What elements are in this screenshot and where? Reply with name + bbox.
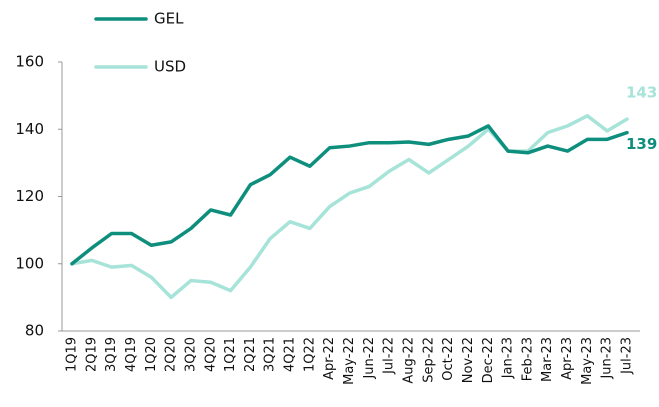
- x-tick-label: Jan-23: [501, 337, 516, 379]
- x-tick-label: 3Q19: [104, 337, 119, 372]
- x-tick-label: 4Q20: [203, 337, 218, 372]
- x-tick-label: Oct-22: [441, 337, 456, 381]
- x-tick-label: Jun-22: [362, 337, 377, 380]
- x-tick-label: 1Q19: [65, 337, 80, 372]
- x-tick-label: 3Q20: [183, 337, 198, 372]
- x-tick-label: Sep-22: [421, 337, 436, 383]
- x-tick-label: Feb-23: [520, 337, 535, 381]
- y-tick-label: 100: [15, 254, 44, 272]
- x-tick-label: 2Q20: [164, 337, 179, 372]
- x-tick-label: Aug-22: [401, 337, 416, 384]
- y-tick-label: 140: [15, 120, 44, 138]
- x-tick-label: Jun-23: [600, 337, 615, 380]
- legend-label: USD: [154, 58, 186, 76]
- x-tick-label: 4Q21: [283, 337, 298, 372]
- x-tick-label: Apr-23: [560, 337, 575, 380]
- end-label: 143: [626, 84, 657, 102]
- y-tick-label: 160: [15, 53, 44, 71]
- x-tick-label: 2Q19: [84, 337, 99, 372]
- x-tick-label: 1Q21: [223, 337, 238, 372]
- x-tick-label: Jul-22: [382, 337, 397, 375]
- x-tick-label: 1Q20: [144, 337, 159, 372]
- x-tick-label: Dec-22: [481, 337, 496, 383]
- x-tick-label: May-23: [580, 337, 595, 385]
- end-label: 139: [626, 135, 657, 153]
- x-tick-label: Mar-23: [540, 337, 555, 382]
- x-tick-label: 3Q21: [263, 337, 278, 372]
- x-tick-label: Apr-22: [322, 337, 337, 380]
- x-tick-label: 1Q22: [302, 337, 317, 372]
- x-tick-label: Jul-23: [620, 337, 635, 375]
- legend-label: GEL: [154, 10, 184, 28]
- line-series: [70, 124, 629, 266]
- y-tick-label: 120: [15, 187, 44, 205]
- x-tick-label: 4Q19: [124, 337, 139, 372]
- y-tick-label: 80: [25, 322, 44, 340]
- x-tick-label: May-22: [342, 337, 357, 385]
- x-tick-label: Nov-22: [461, 337, 476, 383]
- x-tick-label: 2Q21: [243, 337, 258, 372]
- line-series: [70, 114, 629, 300]
